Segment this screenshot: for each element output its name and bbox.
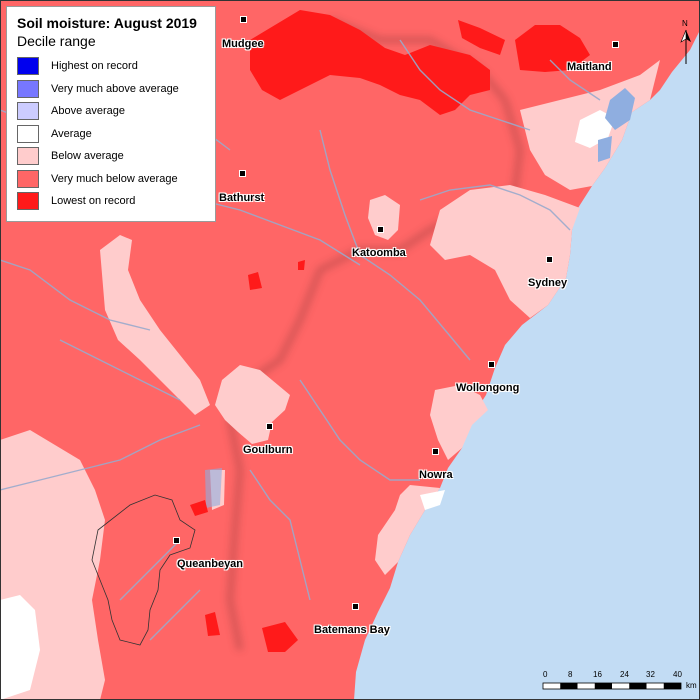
legend-item: Below average: [17, 145, 205, 168]
legend-label: Lowest on record: [51, 195, 135, 207]
town-marker-nowra: [432, 448, 439, 455]
legend-label: Very much above average: [51, 83, 179, 95]
legend-subtitle: Decile range: [17, 32, 205, 50]
town-label-katoomba: Katoomba: [352, 247, 406, 259]
legend-item: Very much below average: [17, 168, 205, 191]
legend-swatch: [17, 80, 39, 98]
town-marker-goulburn: [266, 423, 273, 430]
town-marker-sydney: [546, 256, 553, 263]
town-label-goulburn: Goulburn: [243, 444, 293, 456]
scale-tick-0: 0: [543, 670, 547, 679]
scale-tick-40: 40: [673, 670, 682, 679]
town-marker-mudgee: [240, 16, 247, 23]
scale-tick-8: 8: [568, 670, 572, 679]
scale-tick-24: 24: [620, 670, 629, 679]
legend-swatch: [17, 147, 39, 165]
scale-unit: km: [686, 681, 697, 690]
legend-item: Very much above average: [17, 78, 205, 101]
town-marker-wollongong: [488, 361, 495, 368]
town-label-sydney: Sydney: [528, 277, 567, 289]
map-title: Soil moisture: August 2019: [17, 15, 205, 32]
legend-swatch: [17, 192, 39, 210]
legend-label: Highest on record: [51, 60, 138, 72]
town-marker-maitland: [612, 41, 619, 48]
svg-text:N: N: [682, 19, 688, 28]
scale-bar: [543, 683, 681, 689]
town-label-nowra: Nowra: [419, 469, 453, 481]
town-label-mudgee: Mudgee: [222, 38, 264, 50]
legend-item: Highest on record: [17, 55, 205, 78]
legend-item: Average: [17, 123, 205, 146]
legend-swatch: [17, 170, 39, 188]
town-marker-katoomba: [377, 226, 384, 233]
town-label-maitland: Maitland: [567, 61, 612, 73]
legend-item: Above average: [17, 100, 205, 123]
scale-tick-32: 32: [646, 670, 655, 679]
scale-tick-16: 16: [593, 670, 602, 679]
legend-swatch: [17, 102, 39, 120]
legend-swatch: [17, 57, 39, 75]
map-legend: Soil moisture: August 2019 Decile range …: [6, 6, 216, 222]
town-label-queanbeyan: Queanbeyan: [177, 558, 243, 570]
town-marker-bathurst: [239, 170, 246, 177]
town-label-batemans-bay: Batemans Bay: [314, 624, 390, 636]
town-label-bathurst: Bathurst: [219, 192, 264, 204]
legend-swatch: [17, 125, 39, 143]
town-marker-batemans-bay: [352, 603, 359, 610]
legend-label: Average: [51, 128, 92, 140]
town-label-wollongong: Wollongong: [456, 382, 519, 394]
town-marker-queanbeyan: [173, 537, 180, 544]
legend-item: Lowest on record: [17, 190, 205, 213]
legend-label: Below average: [51, 150, 124, 162]
legend-label: Very much below average: [51, 173, 178, 185]
legend-label: Above average: [51, 105, 125, 117]
